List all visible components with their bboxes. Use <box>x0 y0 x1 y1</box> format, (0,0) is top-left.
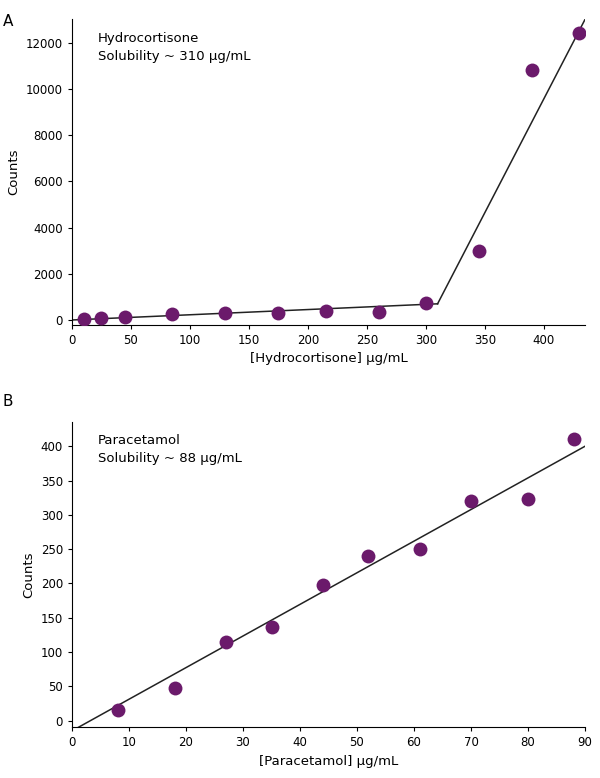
Point <box>321 305 331 317</box>
Y-axis label: Counts: Counts <box>7 149 20 195</box>
Point <box>523 492 533 505</box>
Y-axis label: Counts: Counts <box>22 552 35 598</box>
X-axis label: [Hydrocortisone] μg/mL: [Hydrocortisone] μg/mL <box>250 352 407 365</box>
Point <box>167 307 177 320</box>
Point <box>364 550 373 562</box>
Point <box>474 244 484 257</box>
Text: Paracetamol
Solubility ~ 88 μg/mL: Paracetamol Solubility ~ 88 μg/mL <box>98 434 242 465</box>
Point <box>221 307 230 320</box>
Text: Hydrocortisone
Solubility ~ 310 μg/mL: Hydrocortisone Solubility ~ 310 μg/mL <box>98 32 250 63</box>
Point <box>97 311 106 324</box>
Point <box>274 307 283 319</box>
Point <box>421 296 431 309</box>
Point <box>266 620 276 633</box>
Point <box>170 682 179 694</box>
X-axis label: [Paracetamol] μg/mL: [Paracetamol] μg/mL <box>259 755 398 768</box>
Point <box>466 495 476 507</box>
Point <box>113 704 122 717</box>
Point <box>318 579 328 591</box>
Point <box>415 543 425 555</box>
Point <box>374 306 383 318</box>
Text: A: A <box>3 14 13 29</box>
Text: B: B <box>3 394 14 409</box>
Point <box>574 27 584 40</box>
Point <box>527 64 537 76</box>
Point <box>569 433 578 446</box>
Point <box>120 310 130 323</box>
Point <box>79 313 89 325</box>
Point <box>221 636 231 648</box>
